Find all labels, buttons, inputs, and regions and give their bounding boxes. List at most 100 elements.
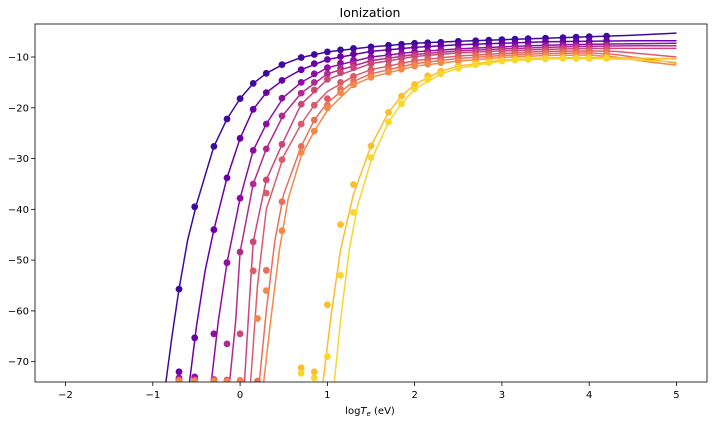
data-point xyxy=(278,140,286,148)
data-point xyxy=(249,147,257,154)
chart-title: Ionization xyxy=(340,5,401,20)
data-point xyxy=(350,45,357,52)
data-point xyxy=(278,61,286,68)
data-point xyxy=(350,209,357,216)
data-point xyxy=(324,95,331,102)
data-point xyxy=(249,238,257,246)
x-tick-label: 4 xyxy=(586,390,592,401)
data-point xyxy=(385,46,392,54)
data-point xyxy=(337,89,344,96)
x-tick-label: 1 xyxy=(324,390,330,401)
data-point xyxy=(278,94,286,102)
data-point xyxy=(398,65,405,73)
y-tick-label: −20 xyxy=(8,103,29,114)
data-point xyxy=(310,374,318,382)
series-3 xyxy=(175,42,677,382)
data-point xyxy=(175,368,183,376)
data-point xyxy=(236,95,244,102)
data-point xyxy=(310,51,318,58)
data-point xyxy=(310,101,318,109)
x-tick-label: −2 xyxy=(58,390,73,401)
data-point xyxy=(278,112,286,120)
x-tick-label: 5 xyxy=(673,390,679,401)
data-point xyxy=(191,334,199,342)
series-5 xyxy=(175,46,677,382)
data-point xyxy=(337,272,344,279)
data-point xyxy=(262,145,270,153)
data-point xyxy=(367,142,375,150)
data-point xyxy=(454,57,462,65)
x-axis-label-prefix: log xyxy=(345,406,360,417)
data-point xyxy=(337,69,344,77)
series-4 xyxy=(175,44,677,382)
data-point xyxy=(324,64,331,72)
series-6 xyxy=(175,48,677,382)
data-point xyxy=(367,154,375,162)
x-tick-label: 3 xyxy=(499,390,505,401)
data-point xyxy=(324,104,331,112)
data-point xyxy=(385,118,392,126)
data-point xyxy=(278,77,286,84)
data-point xyxy=(223,259,231,267)
data-point xyxy=(437,70,445,78)
series-9 xyxy=(297,55,677,382)
data-point xyxy=(236,330,244,338)
data-point xyxy=(350,50,357,58)
data-point xyxy=(310,60,318,67)
data-point xyxy=(398,45,405,52)
data-point xyxy=(223,115,231,123)
data-point xyxy=(424,76,432,83)
series-7 xyxy=(175,50,677,382)
x-axis-label-unit: (eV) xyxy=(371,406,395,417)
x-axis-label-var: T xyxy=(360,406,367,417)
data-point xyxy=(210,143,218,150)
data-point xyxy=(511,56,519,64)
data-point xyxy=(278,156,286,164)
data-point xyxy=(310,86,318,94)
data-point xyxy=(249,80,257,87)
y-tick-label: −40 xyxy=(8,205,29,216)
y-tick-label: −10 xyxy=(8,53,29,64)
y-tick-label: −60 xyxy=(8,306,29,317)
data-point xyxy=(297,370,305,377)
data-point xyxy=(310,368,318,376)
data-point xyxy=(524,56,532,63)
data-point xyxy=(210,330,218,338)
data-point xyxy=(559,55,567,62)
series-line xyxy=(228,45,677,382)
data-point xyxy=(297,143,305,150)
data-point xyxy=(411,62,418,70)
data-point xyxy=(210,378,218,382)
data-point xyxy=(297,100,305,108)
data-point xyxy=(585,55,593,62)
data-point xyxy=(297,120,305,128)
data-point xyxy=(411,85,418,93)
data-point xyxy=(437,59,445,66)
y-tick-label: −30 xyxy=(8,154,29,165)
series-line xyxy=(243,47,677,382)
data-point xyxy=(337,46,344,54)
series-line xyxy=(210,42,677,382)
data-point xyxy=(324,301,331,309)
data-point xyxy=(542,55,549,63)
data-point xyxy=(262,89,270,96)
data-point xyxy=(337,79,344,86)
data-point xyxy=(297,89,305,97)
plot-frame xyxy=(34,23,708,383)
x-tick-label: −1 xyxy=(145,390,160,401)
data-point xyxy=(350,181,357,188)
x-axis-label-sub: e xyxy=(367,410,371,418)
series-line xyxy=(188,40,677,382)
data-point xyxy=(297,66,305,74)
data-point xyxy=(324,70,331,78)
series-2 xyxy=(175,40,677,382)
data-point xyxy=(297,149,305,156)
data-point xyxy=(236,378,244,382)
data-point xyxy=(398,100,405,108)
data-point xyxy=(310,79,318,86)
data-point xyxy=(324,76,331,83)
x-axis-label: logTe (eV) xyxy=(345,406,395,418)
series-layer xyxy=(165,32,677,382)
